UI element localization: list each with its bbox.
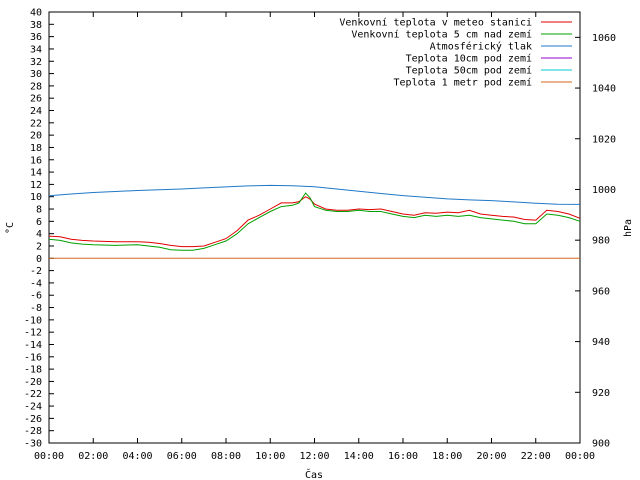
y-tick-label: 12	[30, 180, 42, 191]
x-tick-label: 20:00	[476, 451, 506, 462]
y-tick-label: 18	[30, 143, 42, 154]
y-tick-label: 36	[30, 32, 42, 43]
y-tick-label: 30	[30, 69, 42, 80]
y-tick-label: -22	[24, 389, 42, 400]
x-axis-title: Čas	[305, 468, 323, 480]
y-tick-label: -26	[24, 414, 42, 425]
y-tick-label: -2	[30, 266, 42, 277]
y2-tick-label: 1060	[592, 33, 616, 44]
y-tick-label: 26	[30, 94, 42, 105]
legend: Venkovní teplota v meteo staniciVenkovní…	[339, 17, 572, 89]
y-tick-label: 2	[36, 241, 42, 252]
y-tick-label: -14	[24, 340, 42, 351]
y2-tick-label: 1000	[592, 185, 616, 196]
y-tick-label: 32	[30, 57, 42, 68]
legend-label-3: Teplota 10cm pod zemí	[406, 53, 532, 65]
y2-tick-label: 1020	[592, 134, 616, 145]
series-layer	[48, 184, 581, 259]
legend-label-1: Venkovní teplota 5 cm nad zemí	[351, 29, 532, 41]
x-tick-label: 02:00	[78, 451, 108, 462]
y-tick-label: -4	[30, 278, 42, 289]
y-tick-label: 34	[30, 44, 42, 55]
x-tick-label: 16:00	[388, 451, 418, 462]
x-tick-label: 12:00	[299, 451, 329, 462]
y2-tick-label: 920	[592, 388, 610, 399]
x-tick-label: 00:00	[34, 451, 64, 462]
y-tick-label: 24	[30, 106, 42, 117]
y-tick-label: -6	[30, 291, 42, 302]
y2-tick-label: 980	[592, 236, 610, 247]
y-tick-label: 14	[30, 168, 42, 179]
y-tick-label: -16	[24, 352, 42, 363]
y-tick-label: 20	[30, 131, 42, 142]
y-tick-label: -28	[24, 426, 42, 437]
x-tick-label: 04:00	[122, 451, 152, 462]
legend-label-5: Teplota 1 metr pod zemí	[394, 77, 532, 89]
series-line-2	[48, 184, 581, 205]
legend-label-4: Teplota 50cm pod zemí	[406, 65, 532, 77]
x-tick-label: 08:00	[211, 451, 241, 462]
y-tick-label: -8	[30, 303, 42, 314]
axis-ticks: 4038363432302826242220181614121086420-2-…	[24, 8, 616, 463]
y-tick-label: 8	[36, 205, 42, 216]
legend-label-0: Venkovní teplota v meteo stanici	[339, 17, 532, 29]
x-tick-label: 14:00	[344, 451, 374, 462]
y-tick-label: 4	[36, 229, 42, 240]
y-tick-label: -24	[24, 402, 42, 413]
y-tick-label: 6	[36, 217, 42, 228]
y2-tick-label: 940	[592, 337, 610, 348]
x-tick-label: 10:00	[255, 451, 285, 462]
series-line-0	[48, 196, 581, 248]
x-tick-label: 18:00	[432, 451, 462, 462]
y-tick-label: -30	[24, 439, 42, 450]
y2-tick-label: 960	[592, 286, 610, 297]
x-tick-label: 22:00	[521, 451, 551, 462]
y-tick-label: 22	[30, 118, 42, 129]
y-tick-label: 38	[30, 20, 42, 31]
y-tick-label: 10	[30, 192, 42, 203]
y-tick-label: -12	[24, 328, 42, 339]
legend-label-2: Atmosférický tlak	[430, 41, 532, 53]
y-tick-label: 40	[30, 8, 42, 19]
y-tick-label: 16	[30, 155, 42, 166]
y-tick-label: 0	[36, 254, 42, 265]
y-tick-label: -18	[24, 365, 42, 376]
y-tick-label: 28	[30, 81, 42, 92]
y2-tick-label: 900	[592, 439, 610, 450]
y2-axis-title: hPa	[623, 219, 634, 237]
x-tick-label: 00:00	[565, 451, 595, 462]
x-tick-label: 06:00	[167, 451, 197, 462]
y-tick-label: -10	[24, 315, 42, 326]
y-tick-label: -20	[24, 377, 42, 388]
series-line-1	[48, 192, 581, 251]
y2-tick-label: 1040	[592, 84, 616, 95]
y-axis-title: °C	[5, 222, 16, 234]
